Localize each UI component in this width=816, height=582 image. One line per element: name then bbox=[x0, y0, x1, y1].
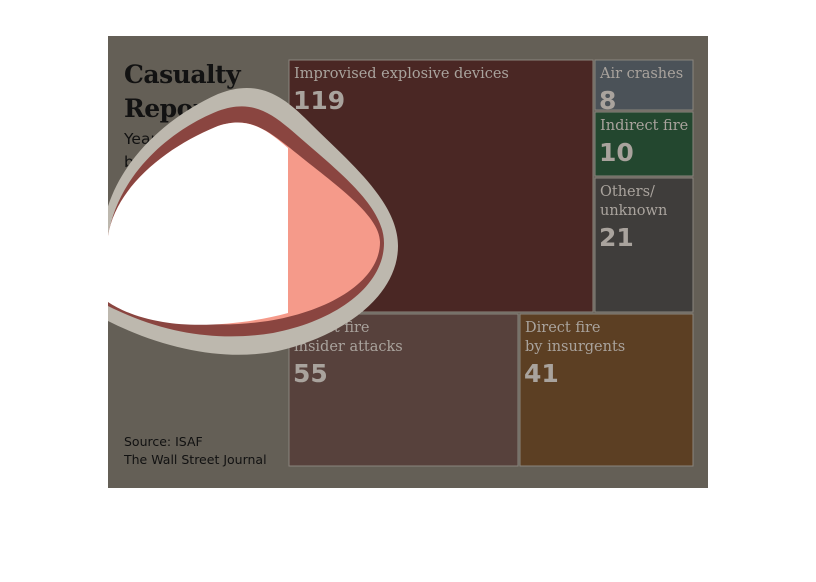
chart-title: Casualty Report bbox=[124, 60, 241, 123]
cell-value-air-crashes: 8 bbox=[599, 86, 616, 115]
cell-label-others-unknown: Others/ bbox=[600, 184, 655, 200]
cell-label-indirect-fire: Indirect fire bbox=[600, 118, 688, 134]
publisher-line: The Wall Street Journal bbox=[124, 452, 267, 467]
cell-others-unknown bbox=[594, 177, 694, 313]
cell-direct-fire-insider-attacks bbox=[288, 313, 519, 467]
cell-label-others-unknown: unknown bbox=[600, 203, 667, 219]
source-line: Source: ISAF bbox=[124, 434, 203, 449]
cell-value-direct-fire-insider-attacks: 55 bbox=[293, 359, 328, 388]
cell-label-direct-fire-insider-attacks: insider attacks bbox=[294, 339, 403, 355]
cell-air-crashes bbox=[594, 59, 694, 111]
cell-label-direct-fire-by-insurgents: Direct fire bbox=[525, 320, 601, 336]
cell-value-indirect-fire: 10 bbox=[599, 138, 634, 167]
source-credit: Source: ISAF The Wall Street Journal bbox=[124, 433, 294, 469]
chart-panel: Improvised explosive devices 119 Air crash… bbox=[108, 36, 708, 488]
cell-indirect-fire bbox=[594, 111, 694, 177]
cell-label-direct-fire-insider-attacks: Direct fire bbox=[294, 320, 370, 336]
chart-subtitle: Year-to-date battlefield deaths of coali… bbox=[124, 130, 281, 238]
cell-value-others-unknown: 21 bbox=[599, 223, 634, 252]
cell-label-air-crashes: Air crashes bbox=[599, 66, 683, 82]
cell-label-improvised-explosive-devices: Improvised explosive devices bbox=[294, 66, 509, 82]
cell-value-improvised-explosive-devices: 119 bbox=[293, 86, 345, 115]
cell-label-direct-fire-by-insurgents: by insurgents bbox=[525, 339, 625, 355]
cell-direct-fire-by-insurgents bbox=[519, 313, 694, 467]
cell-value-direct-fire-by-insurgents: 41 bbox=[524, 359, 559, 388]
